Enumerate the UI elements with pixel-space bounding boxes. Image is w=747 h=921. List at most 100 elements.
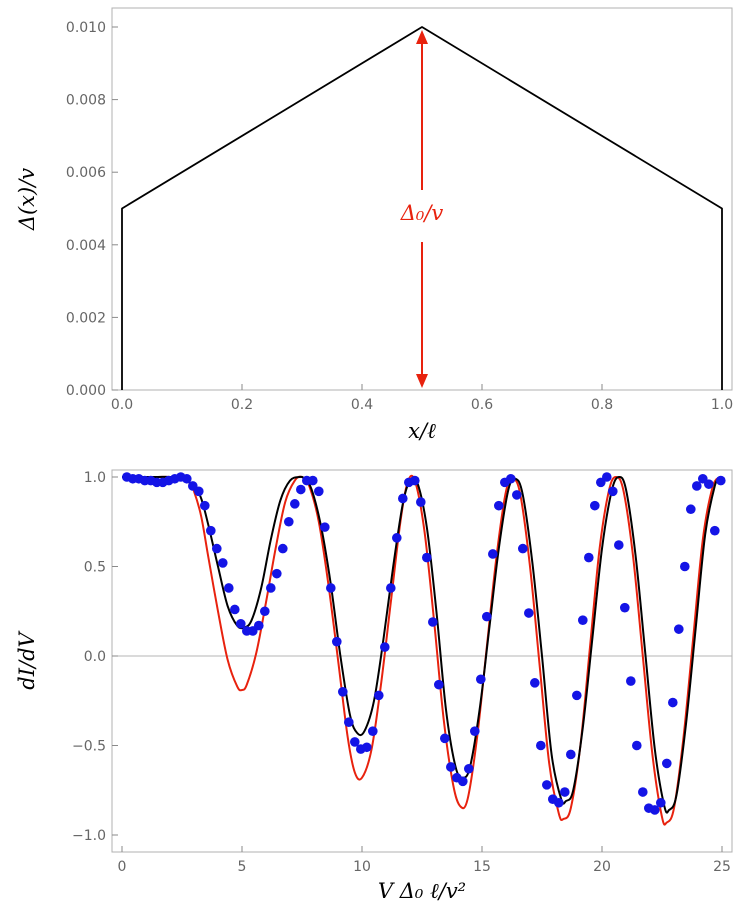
data-point [668, 697, 678, 708]
data-point [200, 500, 210, 511]
data-point [512, 490, 522, 500]
data-point [470, 726, 480, 736]
data-point [392, 533, 402, 543]
data-point [320, 522, 330, 532]
data-point [350, 737, 360, 747]
data-point [284, 516, 294, 527]
data-point [380, 642, 390, 652]
data-point [686, 504, 696, 515]
y-tick-label: 0.004 [66, 238, 106, 254]
data-point [194, 486, 204, 497]
x-tick-label: 0.4 [351, 397, 373, 413]
data-point [458, 776, 468, 787]
data-point [704, 479, 714, 489]
data-point [542, 780, 552, 790]
bottom-frame [111, 469, 733, 853]
data-point [332, 636, 342, 647]
data-point [253, 620, 264, 631]
data-point [578, 615, 588, 625]
y-tick-label: 1.0 [84, 470, 106, 486]
annotation-arrowhead-up [416, 30, 428, 44]
y-tick-label: 0.010 [66, 20, 106, 36]
data-point [590, 500, 600, 511]
data-point [296, 484, 306, 495]
data-point [278, 543, 288, 554]
data-point [572, 690, 582, 701]
data-point [626, 676, 636, 686]
data-point [656, 797, 666, 808]
bottom-xlabel: V Δ₀ ℓ/v² [378, 879, 466, 903]
top-xlabel: x/ℓ [408, 419, 436, 443]
data-point [584, 552, 594, 563]
y-tick-label: 0.006 [66, 165, 106, 181]
data-point [338, 687, 348, 697]
data-point [554, 797, 564, 808]
data-point [440, 733, 450, 744]
bottom-ticks: 0 5 10 15 20 25 −1.0 −0.5 0.0 0.5 1.0 [72, 470, 731, 875]
data-point [614, 540, 624, 550]
data-point [224, 583, 234, 593]
x-tick-label: 0.8 [591, 397, 613, 413]
data-point [206, 525, 216, 536]
data-point [632, 740, 642, 751]
data-point [524, 608, 534, 618]
data-point [368, 726, 378, 736]
x-tick-label: 0.6 [471, 397, 493, 413]
data-point [218, 558, 228, 568]
x-tick-label: 20 [593, 859, 611, 875]
bottom-ylabel: dI/dV [15, 630, 39, 689]
data-point [212, 543, 222, 554]
y-tick-label: 0.002 [66, 310, 106, 326]
data-point [386, 583, 396, 593]
bottom-panel: 0 5 10 15 20 25 −1.0 −0.5 0.0 0.5 1.0 V Δ₀ ℓ/v² dI… [15, 469, 733, 903]
data-point [680, 561, 690, 572]
top-frame [111, 7, 733, 391]
data-point [530, 678, 540, 688]
data-point [536, 740, 546, 751]
data-point [602, 472, 612, 482]
y-tick-label: 0.0 [84, 649, 106, 665]
data-point [182, 473, 192, 484]
data-point [608, 486, 618, 497]
data-point [494, 500, 504, 511]
data-point [506, 473, 516, 484]
data-point [662, 758, 672, 769]
bottom-series [122, 472, 726, 826]
x-tick-label: 0.0 [111, 397, 133, 413]
x-tick-label: 0.2 [231, 397, 253, 413]
data-point [716, 475, 726, 486]
data-point [710, 525, 720, 536]
top-series [121, 26, 723, 390]
top-panel: 0.0 0.2 0.4 0.6 0.8 1.0 0.000 0.002 0.004 0.006 0.… [15, 7, 733, 443]
annotation-arrowhead-down [416, 374, 428, 388]
data-point [464, 763, 474, 774]
data-point [422, 552, 432, 563]
top-ylabel: Δ(x)/v [15, 168, 39, 231]
y-tick-label: 0.000 [66, 383, 106, 399]
top-annotation: Δ₀/v [400, 30, 444, 388]
data-point [518, 543, 528, 554]
data-point [314, 486, 324, 497]
x-tick-label: 10 [353, 859, 371, 875]
data-point [410, 475, 420, 486]
data-point [398, 493, 408, 504]
data-point [344, 717, 354, 728]
data-point [488, 549, 498, 559]
data-point [308, 475, 318, 486]
data-point [560, 787, 570, 797]
data-point [482, 611, 492, 622]
y-tick-label: 0.008 [66, 93, 106, 109]
x-tick-label: 25 [713, 859, 731, 875]
data-point [374, 690, 384, 701]
y-tick-label: 0.5 [84, 560, 106, 576]
data-point [446, 762, 456, 772]
data-point [638, 787, 648, 797]
data-point [266, 583, 276, 593]
data-point [434, 679, 444, 690]
data-point [290, 499, 300, 509]
x-tick-label: 1.0 [711, 397, 733, 413]
annotation-label: Δ₀/v [400, 201, 444, 225]
data-point [326, 583, 336, 593]
top-ticks: 0.0 0.2 0.4 0.6 0.8 1.0 0.000 0.002 0.004 0.006 0.… [66, 20, 733, 413]
